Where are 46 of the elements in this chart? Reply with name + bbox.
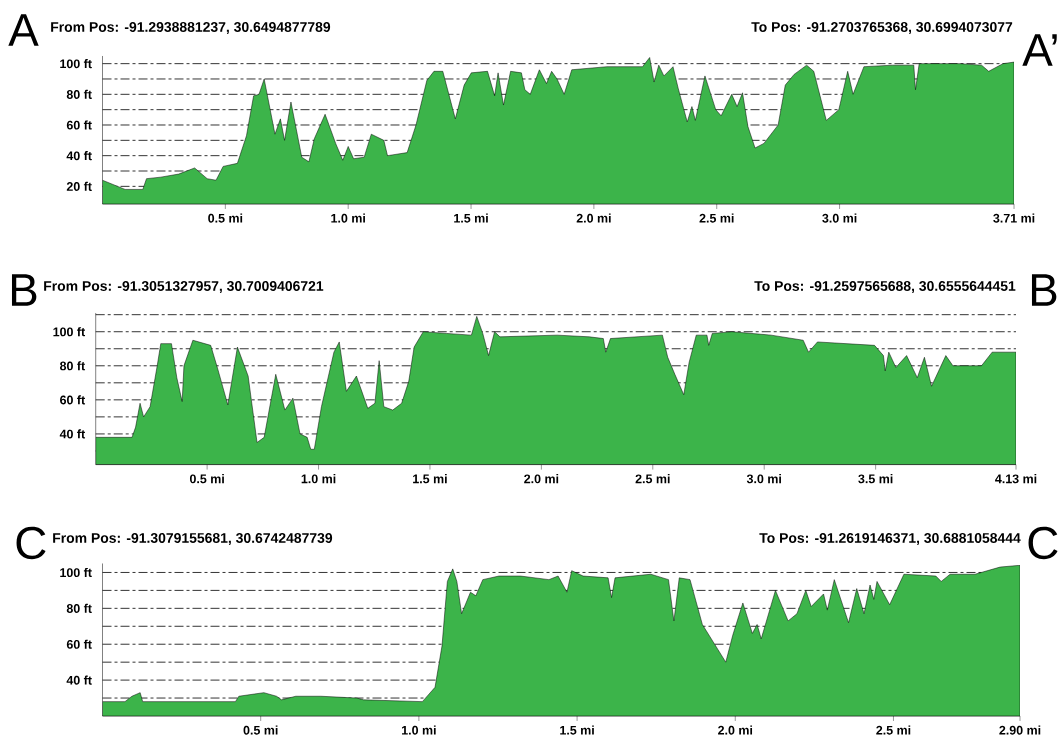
x-tick-label: 4.13 mi: [995, 474, 1037, 484]
x-tick-label: 2.5 mi: [635, 474, 670, 484]
x-tick-label: 0.5 mi: [208, 213, 243, 223]
x-tick-label: 2.5 mi: [876, 725, 911, 735]
x-tick-label: 2.0 mi: [718, 725, 753, 735]
x-tick-label: 1.5 mi: [454, 213, 488, 223]
x-tick-label: 1.5 mi: [560, 725, 594, 735]
x-tick-label: 2.0 mi: [524, 474, 559, 484]
y-tick-label: 40 ft: [66, 675, 92, 685]
x-tick-label: 2.90 mi: [999, 725, 1041, 735]
text: A: [8, 14, 39, 46]
y-tick-label: 100 ft: [53, 327, 86, 337]
text: B: [1031, 274, 1057, 306]
text: C: [1028, 526, 1058, 560]
y-tick-label: 20 ft: [66, 181, 92, 191]
x-tick-label: 1.0 mi: [301, 474, 336, 484]
y-tick-label: 80 ft: [59, 361, 86, 371]
y-tick-label: 100 ft: [60, 59, 92, 69]
y-tick-label: 40 ft: [59, 429, 86, 439]
text: From Pos: -91.2938881237, 30.6494877789: [51, 22, 331, 34]
x-tick-label: 1.0 mi: [402, 725, 436, 735]
y-tick-label: 60 ft: [66, 639, 92, 649]
y-tick-label: 40 ft: [66, 151, 92, 161]
text: To Pos: -91.2703765368, 30.6994073077: [751, 22, 1013, 34]
y-tick-label: 100 ft: [60, 567, 92, 578]
y-tick-label: 60 ft: [66, 120, 92, 130]
x-tick-label: 3.71 mi: [993, 213, 1035, 223]
text: From Pos: -91.3079155681, 30.6742487739: [53, 533, 333, 545]
x-tick-label: 3.5 mi: [858, 474, 893, 484]
text: A’: [1022, 34, 1057, 66]
y-tick-label: 60 ft: [60, 395, 86, 405]
text: To Pos: -91.2597565688, 30.6555644451: [754, 281, 1016, 293]
x-tick-label: 0.5 mi: [243, 725, 278, 735]
x-tick-label: 0.5 mi: [189, 474, 224, 484]
x-tick-label: 3.0 mi: [822, 213, 857, 223]
y-tick-label: 80 ft: [66, 603, 92, 613]
x-tick-label: 1.0 mi: [331, 213, 365, 223]
text: To Pos: -91.2619146371, 30.6881058444: [759, 533, 1021, 545]
text: B: [11, 274, 37, 306]
x-tick-label: 2.5 mi: [699, 213, 734, 223]
x-tick-label: 3.0 mi: [746, 474, 781, 484]
x-tick-label: 1.5 mi: [413, 474, 447, 484]
x-tick-label: 2.0 mi: [576, 213, 611, 223]
y-tick-label: 80 ft: [66, 89, 92, 99]
text: From Pos: -91.3051327957, 30.7009406721: [44, 281, 324, 293]
text: C: [16, 526, 46, 560]
